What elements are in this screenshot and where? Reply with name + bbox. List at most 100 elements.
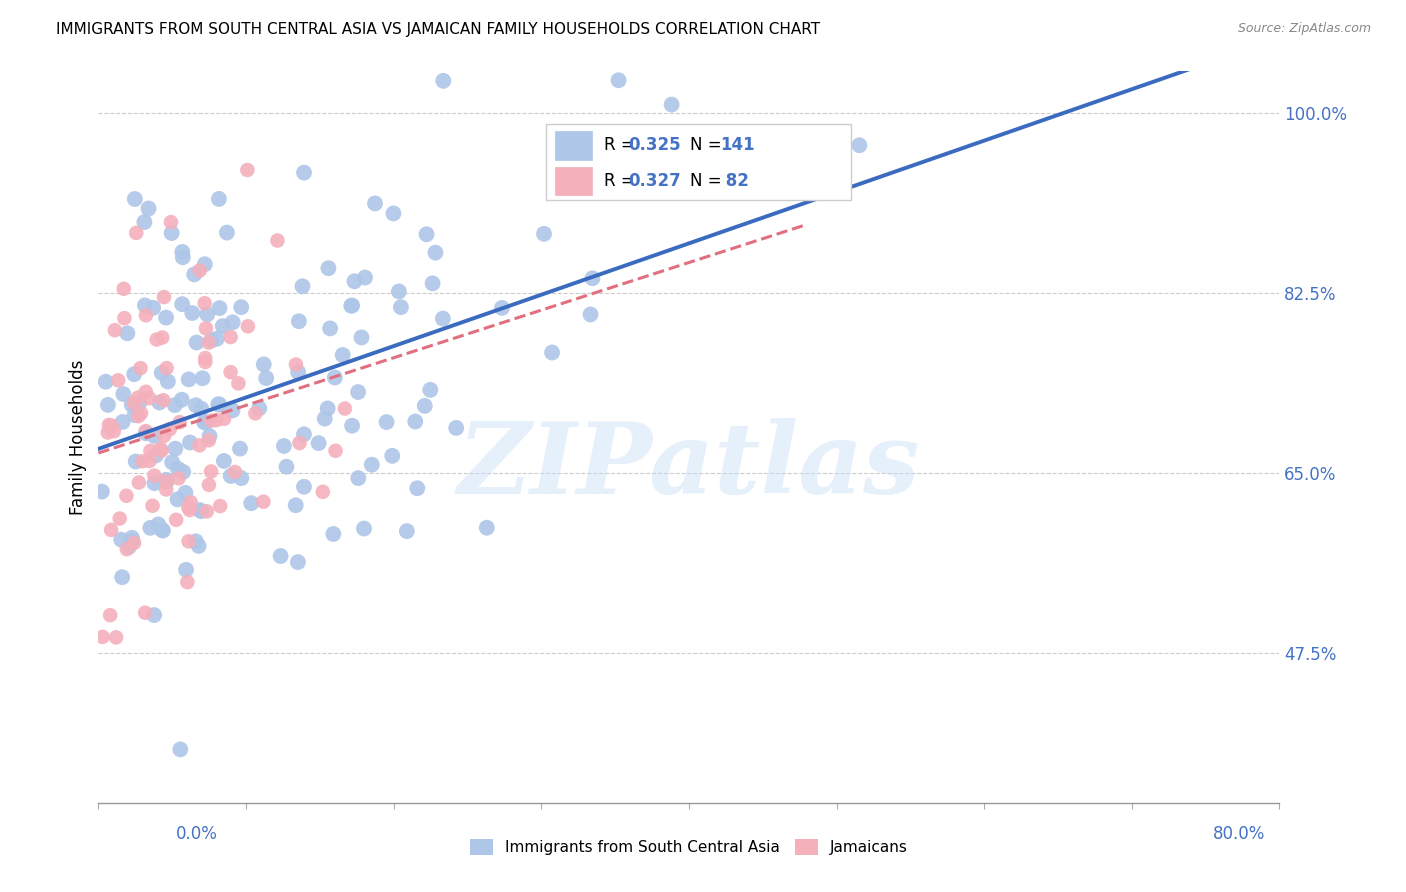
Point [122,536,145,550]
Point [193,415,215,429]
Point [169,742,191,756]
Point [100,523,122,537]
Point [141,499,163,513]
Point [134,298,156,312]
Point [153,429,176,443]
Point [333,401,356,416]
Point [160,455,183,469]
Text: 82: 82 [720,172,749,190]
Point [194,416,217,430]
Point [231,471,253,485]
Point [177,500,200,515]
Point [143,468,166,483]
Point [97,398,120,412]
Point [212,454,235,468]
Point [111,415,134,429]
Point [156,361,179,376]
Point [149,442,172,456]
Point [284,358,307,372]
Point [148,395,170,409]
Point [128,396,150,410]
Point [150,443,173,458]
Point [127,391,149,405]
Point [229,442,252,456]
Point [115,542,138,557]
Point [197,335,219,350]
Point [343,274,366,288]
Point [221,403,243,417]
Point [661,97,683,112]
Point [150,523,173,537]
Point [91,630,114,644]
Point [287,555,309,569]
Point [160,226,183,240]
Point [198,434,221,448]
Point [159,422,181,436]
Point [208,397,231,411]
Point [134,215,156,229]
Point [190,401,212,416]
Point [129,361,152,376]
Point [167,471,190,485]
Point [155,475,177,489]
Point [533,227,555,241]
Point [200,334,222,348]
Point [316,401,339,416]
Point [270,549,292,563]
Point [152,524,174,538]
Point [117,326,139,341]
Point [180,495,202,509]
Point [194,321,217,335]
Point [200,414,222,428]
Point [194,296,217,310]
Point [110,533,132,547]
Point [273,439,295,453]
Point [266,234,288,248]
Point [155,474,177,488]
Point [122,367,145,381]
Point [176,575,198,590]
Point [318,261,340,276]
Point [325,443,347,458]
Point [184,398,207,412]
Point [382,206,405,220]
Point [219,469,242,483]
Point [245,406,267,420]
Text: 0.325: 0.325 [628,136,682,154]
Point [111,570,134,584]
Point [135,426,157,441]
Point [190,504,212,518]
Point [163,398,186,412]
Point [100,418,122,433]
Point [415,227,437,242]
Point [188,503,211,517]
Point [406,481,429,495]
Point [198,429,221,443]
Point [122,396,145,410]
Point [166,492,188,507]
Point [541,345,564,359]
Text: 0.0%: 0.0% [176,825,218,843]
Point [97,417,120,432]
Point [231,300,253,314]
Point [194,351,217,365]
Point [165,513,187,527]
Text: R =: R = [605,172,640,190]
Point [276,459,298,474]
Point [353,522,375,536]
Point [198,478,221,492]
Text: N =: N = [689,172,727,190]
Point [389,300,412,314]
Point [125,454,148,468]
Text: Source: ZipAtlas.com: Source: ZipAtlas.com [1237,22,1371,36]
Point [221,315,243,329]
Point [340,299,363,313]
Point [254,371,277,385]
Point [347,471,370,485]
Point [124,408,146,422]
Point [413,399,436,413]
Point [94,375,117,389]
Point [312,484,335,499]
Point [322,527,344,541]
Text: ZIPatlas: ZIPatlas [458,418,920,515]
